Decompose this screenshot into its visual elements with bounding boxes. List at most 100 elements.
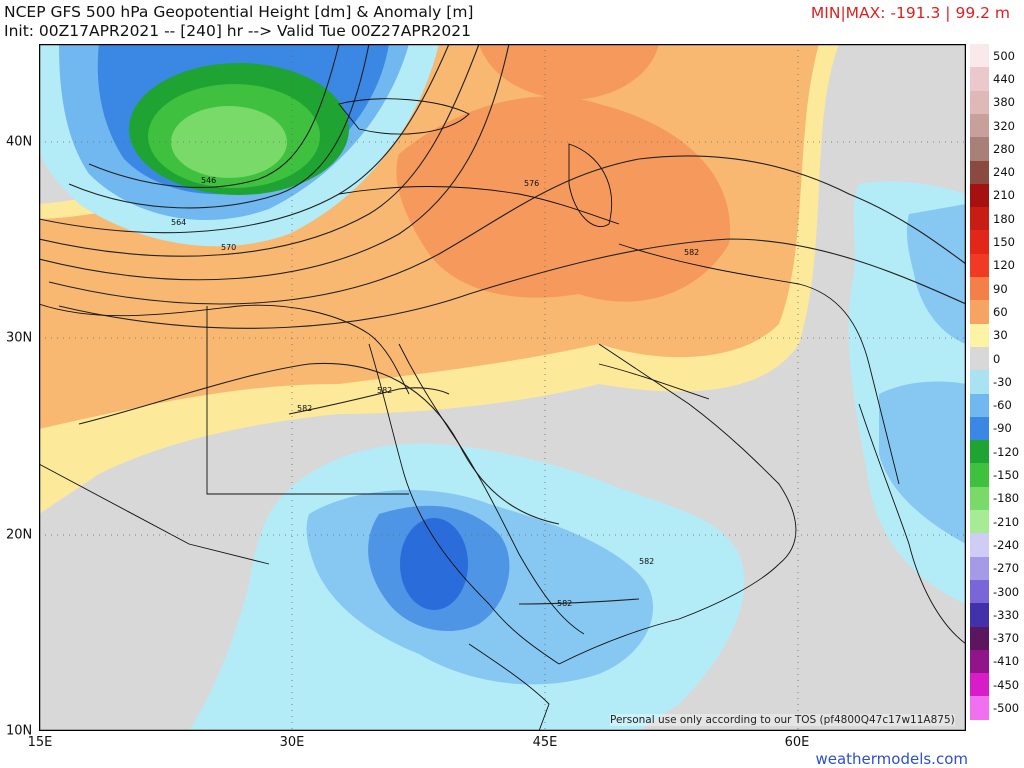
contour-line-5 [58,238,966,329]
contour-line-4 [48,155,966,305]
contour-labels: 546 564 570 576 582 582 582 582 582 [171,176,699,608]
caspian [568,143,613,227]
colorbar-label: -370 [993,631,1020,646]
colorbar-label: 280 [993,141,1015,156]
lat-label-40n: 40N [6,134,33,150]
colorbar-label: -500 [993,701,1020,716]
contour-label: 582 [377,386,392,395]
lon-label-30e: 30E [279,735,305,750]
africa-coast [39,303,410,395]
colorbar-swatch [970,323,989,348]
red-sea-west [368,343,560,665]
borders [39,98,966,731]
colorbar-label: -270 [993,561,1020,576]
anomaly-colorbar: 500 440 380 320 280 240 210 180 150 120 90 60 30 0 -30… [967,44,1024,727]
iran-border [618,243,900,485]
colorbar-swatch [970,579,989,604]
colorbar-swatch [970,393,989,418]
colorbar-swatch [970,44,989,68]
colorbar-label: -300 [993,584,1020,599]
contour-line-1 [39,44,450,234]
colorbar-label: 30 [993,328,1008,343]
lon-label-45e: 45E [532,735,558,750]
colorbar-label: 380 [993,95,1015,110]
colorbar-label: 150 [993,235,1015,250]
lon-label-60e: 60E [784,735,810,750]
colorbar-swatch [970,207,989,231]
height-contours [39,44,966,605]
colorbar-swatch [970,253,989,278]
persian-gulf [598,363,710,400]
border-horn [468,643,550,731]
colorbar-swatch [970,90,989,115]
lon-label-15e: 15E [27,735,53,750]
lat-label-30n: 30N [6,330,33,346]
colorbar-label: -90 [993,421,1012,436]
colorbar-swatch [970,183,989,208]
colorbar-swatch [970,626,989,651]
map-canvas: 546 564 570 576 582 582 582 582 582 [39,44,966,731]
colorbar-label: -180 [993,491,1020,506]
lat-label-20n: 20N [6,527,33,543]
colorbar-swatch [970,416,989,441]
colorbar-swatch [970,160,989,185]
tos-notice: Personal use only according to our TOS (… [610,714,955,726]
title-line-2: Init: 00Z17APR2021 -- [240] hr --> Valid… [4,22,471,40]
contour-label: 570 [221,243,236,252]
contour-line-9 [68,44,370,209]
anomaly-cold-deep-core [400,518,468,610]
min-max-readout: MIN|MAX: -191.3 | 99.2 m [810,4,1010,22]
site-credit-link[interactable]: weathermodels.com [815,750,968,768]
colorbar-label: -210 [993,514,1020,529]
colorbar-label: -240 [993,537,1020,552]
map-panel: 546 564 570 576 582 582 582 582 582 [39,44,966,731]
colorbar-label: 90 [993,281,1008,296]
colorbar-swatch [970,556,989,581]
contour-line-2 [39,44,480,257]
colorbar-swatch [970,486,989,511]
colorbar-swatch [970,603,989,627]
graticule [39,44,966,731]
colorbar-swatch [970,510,989,534]
red-sea-east [398,343,585,635]
anomaly-cool-mid-east [906,204,966,344]
contour-label: 582 [297,404,312,413]
colorbar-label: 240 [993,165,1015,180]
colorbar-label: -450 [993,677,1020,692]
contour-label: 582 [684,248,699,257]
colorbar-label: 320 [993,118,1015,133]
colorbar-swatch [970,346,989,371]
gulf-aden [558,563,780,665]
colorbar-label: 0 [993,351,1001,366]
border-africa-2 [39,463,270,565]
colorbar-swatch [970,696,989,721]
colorbar-swatch [970,137,989,161]
contour-label: 546 [201,176,216,185]
lat-label-10n: 10N [6,723,33,739]
colorbar-label: -410 [993,654,1020,669]
colorbar-swatch [970,649,989,674]
colorbar-swatch [970,440,989,464]
contour-line-3 [39,44,510,281]
title-line-1: NCEP GFS 500 hPa Geopotential Height [dm… [4,3,474,21]
colorbar-swatch [970,370,989,394]
turkey-border [338,186,620,225]
colorbar-label: -30 [993,374,1012,389]
contour-line-10 [88,44,340,188]
chart-title: NCEP GFS 500 hPa Geopotential Height [dm… [4,3,473,41]
black-sea [338,98,470,135]
anomaly-green-core [171,106,287,178]
colorbar-swatch [970,230,989,255]
colorbar-swatch [970,67,989,92]
colorbar-label: -120 [993,444,1020,459]
anomaly-warm-strong-2 [479,44,659,100]
contour-label: 582 [557,599,572,608]
colorbar-label: 500 [993,48,1015,63]
contour-label: 576 [524,179,539,188]
contour-label: 582 [639,557,654,566]
colorbar-swatch [970,300,989,325]
colorbar-swatch [970,533,989,558]
colorbar-label: 210 [993,188,1015,203]
colorbar-swatch [970,277,989,301]
border-africa-1 [206,306,409,495]
